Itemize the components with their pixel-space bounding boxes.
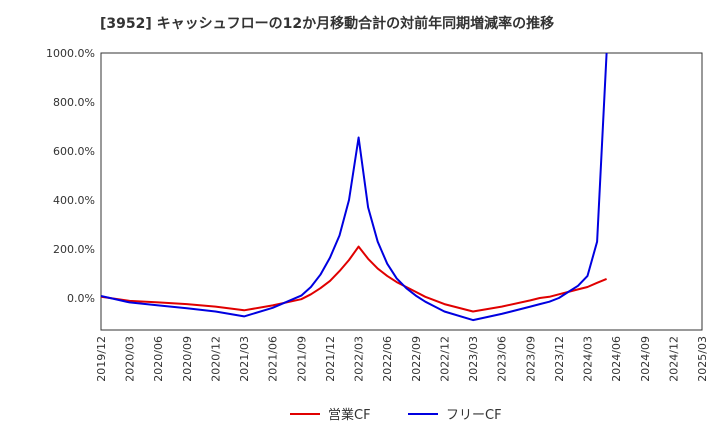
x-tick-label: 2023/09 [524,336,537,382]
series-line-0 [101,245,607,313]
legend-label-1: フリーCF [446,408,502,423]
x-tick-label: 2024/09 [639,336,652,382]
axes [100,52,703,331]
y-tick-label: 800.0% [53,96,95,109]
x-tick-label: 2023/06 [496,336,509,382]
legend-label-0: 営業CF [328,407,371,423]
x-tick-label: 2021/12 [324,336,337,382]
x-tick-label: 2020/03 [124,336,137,382]
x-tick-label: 2022/06 [381,336,394,382]
x-tick-label: 2021/06 [267,336,280,382]
plot-frame [100,52,703,331]
x-tick-label: 2021/09 [295,336,308,382]
x-tick-label: 2020/09 [181,336,194,382]
x-tick-label: 2021/03 [238,336,251,382]
x-tick-label: 2024/06 [610,336,623,382]
series-line-1 [101,53,608,322]
y-tick-label: 600.0% [53,145,95,158]
legend: 営業CF フリーCF [290,407,502,423]
y-tick-labels: 1000.0% 800.0% 600.0% 400.0% 200.0% 0.0% [46,47,95,305]
x-tick-labels: 2019/12 2020/03 2020/06 2020/09 2020/12 2021/… [95,336,709,382]
y-tick-label: 400.0% [53,194,95,207]
series-lines [101,53,608,322]
x-tick-label: 2019/12 [95,336,108,382]
x-tick-label: 2023/12 [553,336,566,382]
x-tick-label: 2025/03 [696,336,709,382]
y-tick-label: 0.0% [67,292,95,305]
x-tick-label: 2020/06 [152,336,165,382]
x-tick-label: 2022/03 [353,336,366,382]
x-tick-label: 2024/12 [667,336,680,382]
x-tick-label: 2024/03 [582,336,595,382]
x-tick-label: 2023/03 [467,336,480,382]
x-tick-label: 2022/12 [438,336,451,382]
x-tick-label: 2020/12 [209,336,222,382]
y-tick-label: 1000.0% [46,47,95,60]
y-tick-label: 200.0% [53,243,95,256]
x-tick-label: 2022/09 [410,336,423,382]
chart-title: [3952] キャッシュフローの12か月移動合計の対前年同期増減率の推移 [100,15,554,32]
